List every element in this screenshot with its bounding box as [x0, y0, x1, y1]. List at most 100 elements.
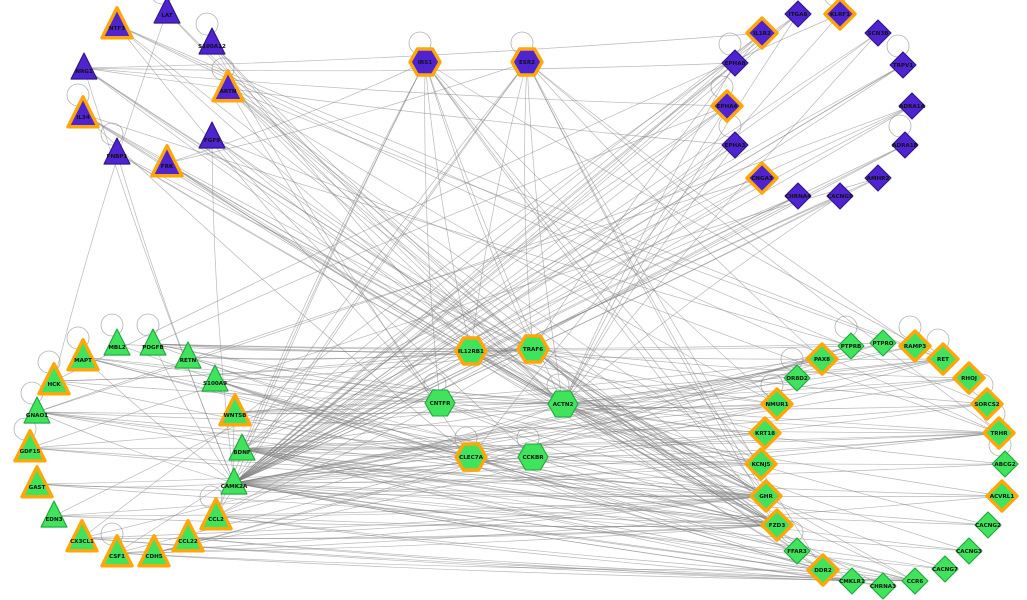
- node-AMHR2[interactable]: AMHR2: [864, 164, 892, 192]
- node-GDF15[interactable]: GDF15: [13, 429, 47, 463]
- edge-FRK-IRS1: [166, 61, 426, 164]
- node-CLEC7A[interactable]: CLEC7A: [454, 442, 488, 472]
- node-CCL22[interactable]: CCL22: [171, 519, 205, 553]
- node-ESR2[interactable]: ESR2: [510, 47, 544, 77]
- edge-GDF15-RET: [29, 358, 944, 449]
- node-GAST[interactable]: GAST: [20, 465, 54, 499]
- edge-EDN3-GHR: [53, 495, 767, 517]
- node-RET[interactable]: RET: [926, 342, 960, 376]
- node-CNGA3[interactable]: CNGA3: [745, 161, 779, 195]
- node-GNAO1[interactable]: GNAO1: [23, 396, 51, 424]
- node-PDGFB[interactable]: PDGFB: [139, 328, 167, 356]
- edge-CAMK2A-TRPV1: [233, 64, 904, 484]
- hexagon-shape-CNTFR: [424, 389, 456, 417]
- node-IL12RB1[interactable]: IL12RB1: [454, 336, 488, 366]
- self-loop-PDGFB: [136, 313, 160, 337]
- edge-CCL2-GHR: [215, 495, 767, 517]
- triangle-shape-GNAO1: [23, 396, 51, 424]
- node-CHRNA4[interactable]: CHRNA4: [784, 182, 812, 210]
- node-NRG1[interactable]: NRG1: [70, 52, 98, 80]
- edge-GNAO1-ADRA1A: [36, 105, 913, 413]
- triangle-shape-CX3CL1: [65, 519, 99, 553]
- node-MAPT[interactable]: MAPT: [66, 338, 100, 372]
- node-CACNG7[interactable]: CACNG7: [931, 555, 959, 583]
- self-loop-LAT: [153, 0, 171, 5]
- triangle-shape-CAMK2A: [220, 467, 248, 495]
- edge-ACTN2-NMUR1: [562, 403, 778, 409]
- node-TRHR[interactable]: TRHR: [982, 416, 1016, 450]
- node-FGF9[interactable]: FGF9: [198, 121, 226, 149]
- triangle-shape-NTF3: [100, 6, 134, 40]
- node-CCL2[interactable]: CCL2: [199, 497, 233, 531]
- node-CCR6[interactable]: CCR6: [901, 567, 929, 595]
- edge-CAMK2A-EPHA8: [233, 62, 736, 484]
- edge-AMHR2-GDF15: [29, 177, 879, 449]
- edge-FNBP1-ACTN2: [116, 152, 564, 405]
- edge-BDNF-ABCG2: [241, 448, 1006, 465]
- node-S100A9[interactable]: S100A9: [201, 364, 229, 392]
- triangle-shape-MAPT: [66, 338, 100, 372]
- node-SCN3B[interactable]: SCN3B: [864, 19, 892, 47]
- node-MBL2[interactable]: MBL2: [103, 328, 131, 356]
- node-CACNG2[interactable]: CACNG2: [974, 511, 1002, 539]
- self-loop-PTPRB: [834, 315, 858, 339]
- edge-WNT5B-PAX8: [234, 358, 823, 413]
- edge-IRS1-KCNJ5: [424, 61, 762, 465]
- edge-WNT5B-RET: [234, 358, 944, 413]
- node-GHR[interactable]: GHR: [749, 479, 783, 513]
- edge-KLRF1-CLEC7A: [470, 13, 841, 458]
- node-ARTN[interactable]: ARTN: [211, 69, 245, 103]
- node-CACNG3[interactable]: CACNG3: [955, 537, 983, 565]
- edge-CAMK2A-RET: [233, 358, 944, 484]
- edge-ACTN2-CHRNA3: [562, 403, 884, 587]
- node-CACNG5[interactable]: CACNG5: [826, 182, 854, 210]
- diamond-shape-RHOJ: [952, 361, 986, 395]
- node-ACVRL1[interactable]: ACVRL1: [985, 479, 1019, 513]
- node-EDN3[interactable]: EDN3: [40, 500, 68, 528]
- edge-EPHA3-ACTN2: [562, 144, 736, 405]
- node-S100A12[interactable]: S100A12: [198, 27, 226, 55]
- edge-CCL22-FZD3: [187, 524, 778, 539]
- edge-RETN-IL12RB1: [187, 350, 472, 360]
- edge-PDGFB-ACVRL1: [152, 343, 1003, 497]
- diamond-shape-ABCG2: [991, 450, 1019, 478]
- edge-FGF9-CAMK2A: [211, 136, 235, 484]
- triangle-shape-GAST: [20, 465, 54, 499]
- diamond-shape-SCN3B: [864, 19, 892, 47]
- edge-CSF1-CCR6: [116, 552, 916, 582]
- diamond-shape-PAX8: [805, 342, 839, 376]
- edge-CLEC7A-GHR: [470, 456, 767, 497]
- edge-TRAF6-SORCS2: [532, 348, 988, 405]
- node-SORCS2[interactable]: SORCS2: [970, 387, 1004, 421]
- edge-NRG1-ACTN2: [83, 67, 564, 405]
- edge-EDN3-TRHR: [53, 432, 1000, 517]
- node-NTF3[interactable]: NTF3: [100, 6, 134, 40]
- node-PTPRO[interactable]: PTPRO: [869, 329, 897, 357]
- diamond-shape-GHR: [749, 479, 783, 513]
- edge-IL1R2-BDNF: [241, 32, 763, 450]
- node-ITGA8[interactable]: ITGA8: [784, 0, 812, 28]
- edge-CLEC7A-DDR2: [470, 456, 824, 571]
- edge-CAMK2A-CHRNA4: [233, 195, 799, 484]
- node-RHOJ[interactable]: RHOJ: [952, 361, 986, 395]
- diamond-shape-CNGA3: [745, 161, 779, 195]
- edge-IL34-CLEC7A: [82, 113, 472, 458]
- diamond-shape-AMHR2: [864, 164, 892, 192]
- edge-MAPT-CAMK2A: [82, 356, 235, 484]
- edge-CAMK2A-RHOJ: [233, 377, 970, 484]
- node-HCK[interactable]: HCK: [37, 362, 71, 396]
- edge-CNGA3-CAMK2A: [233, 177, 763, 484]
- edge-ADRA1B-CAMK2A: [233, 144, 906, 484]
- edge-ACTN2-TRHR: [562, 403, 1000, 434]
- node-WNT5B[interactable]: WNT5B: [218, 393, 252, 427]
- node-BDNF[interactable]: BDNF: [228, 433, 256, 461]
- node-TRAF6[interactable]: TRAF6: [516, 334, 550, 364]
- node-RAMP3[interactable]: RAMP3: [898, 329, 932, 363]
- triangle-shape-FNBP1: [103, 137, 131, 165]
- node-IL34[interactable]: IL34: [66, 95, 100, 129]
- diamond-shape-FZD3: [760, 508, 794, 542]
- node-IRS1[interactable]: IRS1: [408, 47, 442, 77]
- triangle-shape-RETN: [174, 341, 202, 369]
